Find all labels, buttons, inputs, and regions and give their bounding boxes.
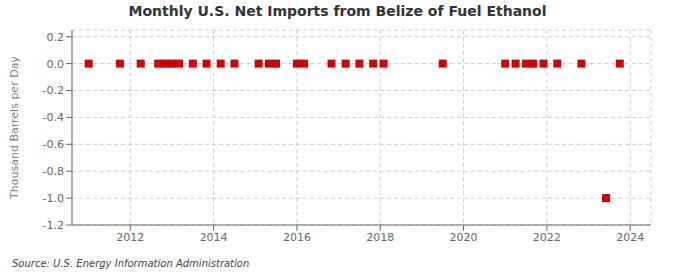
svg-text:0.0: 0.0 [47, 58, 65, 71]
svg-text:Thousand Barrels per Day: Thousand Barrels per Day [8, 56, 21, 200]
svg-text:2016: 2016 [283, 231, 311, 244]
svg-text:2024: 2024 [616, 231, 644, 244]
svg-text:-1.0: -1.0 [43, 192, 64, 205]
svg-text:2014: 2014 [200, 231, 228, 244]
svg-text:-0.6: -0.6 [43, 138, 64, 151]
svg-text:-0.4: -0.4 [43, 111, 64, 124]
svg-text:2022: 2022 [533, 231, 561, 244]
svg-text:0.2: 0.2 [47, 31, 65, 44]
svg-text:2012: 2012 [116, 231, 144, 244]
svg-text:2020: 2020 [450, 231, 478, 244]
svg-text:-1.2: -1.2 [43, 219, 64, 232]
svg-text:2018: 2018 [366, 231, 394, 244]
html-text:Source: U.S. Energy Informatio: Source: U.S. Energy Information Administ… [12, 258, 250, 269]
svg-text:-0.2: -0.2 [43, 84, 64, 97]
svg-text:-0.8: -0.8 [43, 165, 64, 178]
html-text:Monthly U.S. Net Imports from: Monthly U.S. Net Imports from Belize of … [128, 3, 547, 19]
